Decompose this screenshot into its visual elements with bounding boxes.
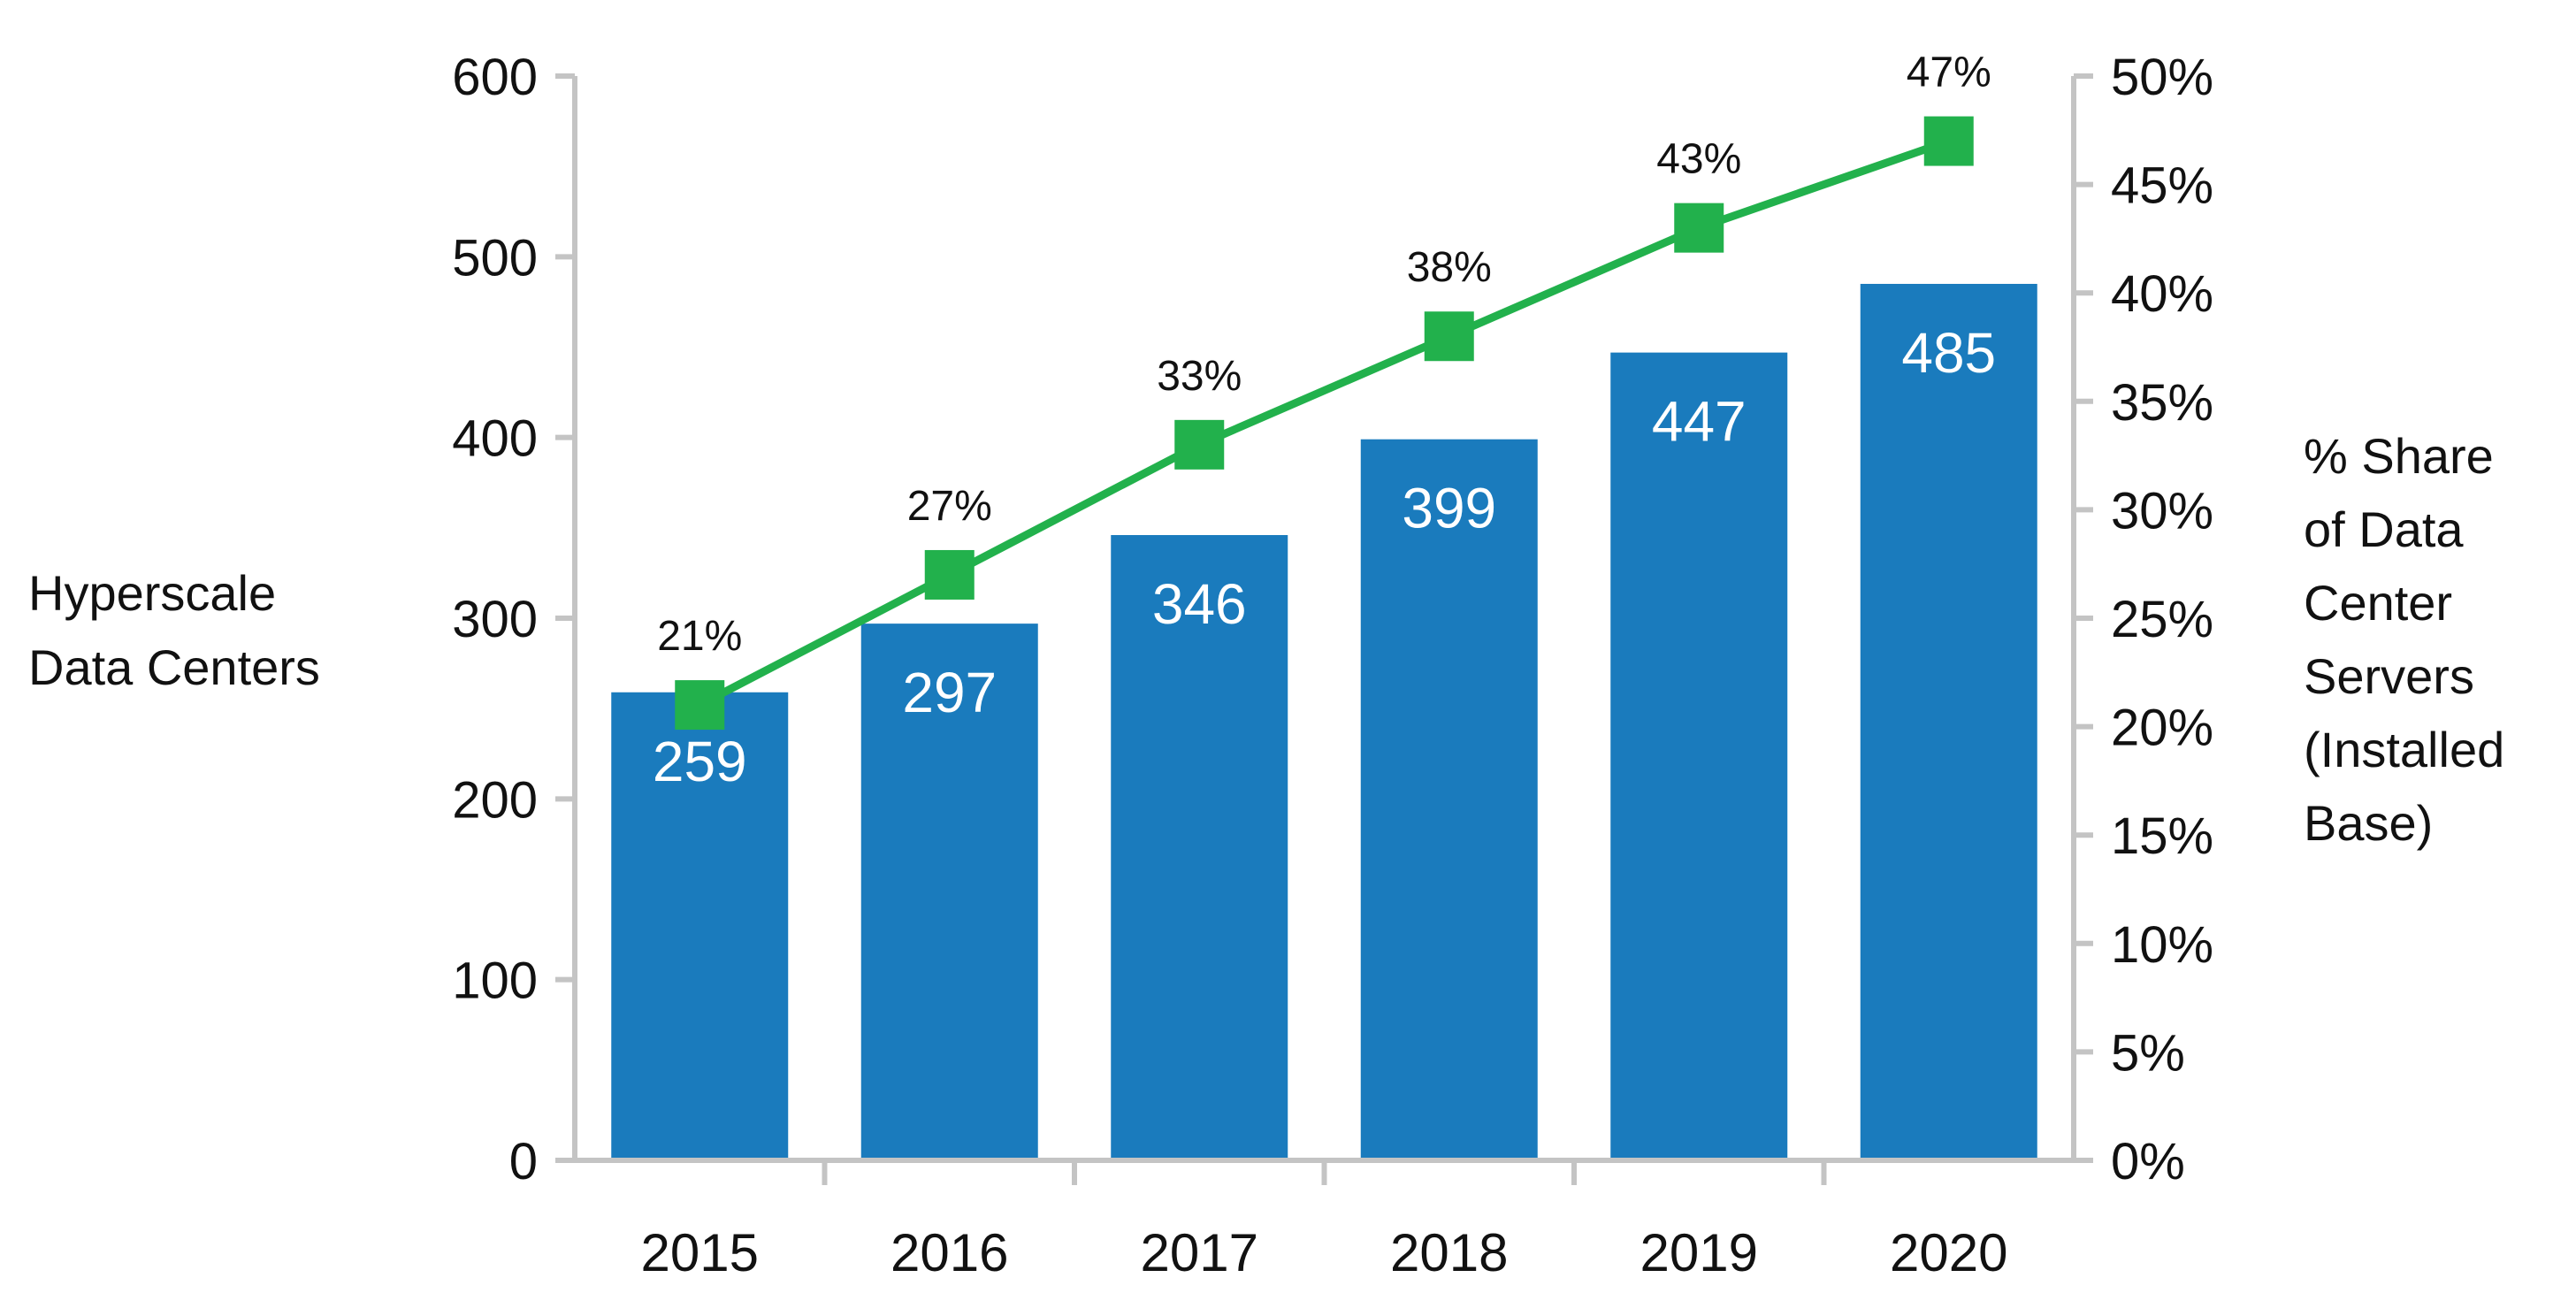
left-tick-label: 600 [452,49,538,106]
x-tick-label: 2016 [891,1223,1008,1282]
left-tick-label: 200 [452,771,538,829]
right-tick-label: 25% [2111,591,2213,648]
bar-value-label: 297 [902,661,997,724]
x-tick-label: 2019 [1640,1223,1758,1282]
right-tick-label: 50% [2111,49,2213,106]
x-axis-labels: 2015 2016 2017 2018 2019 2020 [641,1223,2008,1282]
right-tick-label: 45% [2111,157,2213,215]
line-series: 21% 27% 33% 38% 43% 47% [657,50,1991,731]
right-tick-label: 30% [2111,482,2213,539]
left-tick-label: 500 [452,229,538,287]
right-axis-title-line: Servers [2304,648,2474,704]
right-axis-title-line: % Share [2304,428,2494,484]
x-tick-label: 2017 [1141,1223,1258,1282]
share-line [698,137,1951,709]
bar-2017 [1111,535,1288,1160]
bar-2015 [611,692,789,1160]
right-axis-title: % Share of Data Center Servers (Installed Bas… [2304,428,2504,851]
right-tick-label: 5% [2111,1024,2185,1082]
share-marker-2015 [675,680,725,731]
left-tick-label: 100 [452,953,538,1010]
bar-2019 [1610,352,1788,1160]
right-axis-ticks: 0% 5% 10% 15% 20% 25% 30% 35% 40% 45% 50% [2074,49,2213,1190]
left-tick-label: 0 [509,1133,538,1190]
left-tick-label: 400 [452,410,538,468]
bar-2020 [1860,283,2037,1160]
bar-value-label: 485 [1901,321,1996,385]
right-axis-title-line: Base) [2304,795,2433,851]
bar-value-label: 346 [1152,572,1247,636]
bar-2018 [1360,439,1538,1161]
right-axis-title-line: (Installed [2304,722,2504,777]
bar-value-label: 259 [653,730,747,793]
share-value-label: 33% [1157,353,1242,400]
right-tick-label: 15% [2111,807,2213,865]
share-value-label: 47% [1907,50,1991,96]
bar-value-label: 399 [1402,477,1496,540]
right-tick-label: 0% [2111,1133,2185,1190]
share-marker-2017 [1174,419,1225,470]
bar-series: 259 297 346 399 447 485 [611,283,2037,1161]
left-tick-label: 300 [452,591,538,648]
right-axis-title-line: of Data [2304,501,2464,557]
right-tick-label: 35% [2111,374,2213,432]
left-axis-ticks: 0 100 200 300 400 500 600 [452,49,575,1190]
bar-2016 [860,624,1038,1160]
share-value-label: 27% [907,483,992,530]
share-marker-2018 [1424,311,1474,362]
left-axis-title-line: Hyperscale [28,565,276,621]
right-tick-label: 20% [2111,700,2213,757]
axes [572,76,2076,1185]
x-tick-label: 2015 [641,1223,759,1282]
right-tick-label: 10% [2111,916,2213,974]
right-axis-title-line: Center [2304,575,2452,631]
left-axis-title-line: Data Centers [28,639,320,695]
share-value-label: 38% [1407,244,1492,291]
x-tick-label: 2018 [1390,1223,1508,1282]
right-tick-label: 40% [2111,265,2213,323]
share-marker-2020 [1923,116,1974,166]
share-value-label: 21% [657,613,742,660]
bar-value-label: 447 [1652,390,1747,454]
x-tick-label: 2020 [1890,1223,2007,1282]
share-marker-2019 [1674,203,1724,253]
left-axis-title: Hyperscale Data Centers [28,565,320,695]
share-marker-2016 [924,549,975,600]
share-value-label: 43% [1656,136,1741,183]
